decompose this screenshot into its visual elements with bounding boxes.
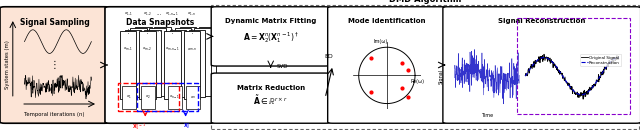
Bar (118, 83, 179, 110)
Original Signal (540, 53, 548, 55)
Bar (184, 31, 200, 99)
Bar (125, 30, 141, 97)
FancyBboxPatch shape (211, 73, 330, 123)
Original Signal (601, 68, 609, 70)
Reconstruction (522, 75, 529, 77)
Text: Temporal iterations (n): Temporal iterations (n) (24, 112, 85, 117)
Bar (130, 28, 147, 96)
Bar (137, 83, 198, 110)
Text: $x_{n-1}$: $x_{n-1}$ (169, 94, 180, 101)
Bar (186, 86, 200, 109)
Text: $x_{m,n}$: $x_{m,n}$ (187, 46, 197, 53)
Bar (517, 18, 630, 114)
Reconstruction (577, 94, 584, 95)
Text: ···: ··· (157, 12, 162, 17)
Bar (194, 28, 211, 96)
Text: Im(ω): Im(ω) (374, 39, 388, 44)
Text: $x_{m,2}$: $x_{m,2}$ (142, 46, 152, 53)
Text: System states (m): System states (m) (5, 41, 10, 89)
Original Signal (577, 93, 585, 95)
FancyBboxPatch shape (211, 7, 330, 66)
Text: Dynamic Matrix Fitting: Dynamic Matrix Fitting (225, 18, 316, 24)
Reconstruction (579, 94, 587, 95)
Bar (144, 30, 161, 97)
FancyBboxPatch shape (0, 7, 109, 123)
Bar (189, 30, 205, 97)
Text: $x_2$: $x_2$ (145, 94, 151, 101)
Legend: Original Signal, Reconstruction: Original Signal, Reconstruction (580, 54, 621, 66)
Reconstruction (600, 69, 608, 70)
Text: $x_{m,1}$: $x_{m,1}$ (123, 46, 133, 53)
Text: Time: Time (481, 113, 493, 118)
Line: Reconstruction: Reconstruction (525, 57, 619, 95)
Text: Mode Identification: Mode Identification (348, 18, 426, 24)
Text: ⋮: ⋮ (50, 60, 60, 70)
Bar (122, 86, 136, 109)
Text: $\mathbf{A} = \mathbf{X}_2^n(\mathbf{X}_1^{n-1})^\dagger$: $\mathbf{A} = \mathbf{X}_2^n(\mathbf{X}_… (243, 30, 299, 45)
Reconstruction (577, 94, 585, 96)
Text: $x_n$: $x_n$ (189, 94, 196, 101)
Text: $\mathbf{X}_2^n$: $\mathbf{X}_2^n$ (183, 121, 191, 130)
Text: $\tilde{\mathbf{A}} \in \mathbb{R}^{r \times r}$: $\tilde{\mathbf{A}} \in \mathbb{R}^{r \t… (253, 94, 288, 107)
Text: ⋮: ⋮ (145, 29, 150, 34)
Text: Signal Reconstruction: Signal Reconstruction (498, 18, 586, 24)
Reconstruction (615, 57, 623, 58)
Original Signal (522, 75, 529, 76)
Bar (139, 31, 156, 99)
Text: ···: ··· (157, 29, 162, 34)
Bar (170, 30, 186, 97)
Text: $x_{1,n}$: $x_{1,n}$ (188, 11, 196, 18)
Original Signal (579, 95, 587, 96)
FancyBboxPatch shape (443, 7, 640, 123)
Bar (135, 27, 152, 94)
Bar (164, 31, 181, 99)
Text: ⋮: ⋮ (189, 29, 195, 34)
Text: Signal: Signal (438, 69, 444, 84)
Text: $x_{m,n-1}$: $x_{m,n-1}$ (164, 46, 180, 53)
Text: ⋮: ⋮ (125, 29, 131, 34)
Bar (199, 27, 216, 94)
FancyBboxPatch shape (328, 7, 447, 123)
Original Signal (579, 98, 587, 100)
Text: $x_{1,2}$: $x_{1,2}$ (143, 11, 152, 18)
Bar (180, 27, 196, 94)
Line: Original Signal: Original Signal (525, 54, 619, 99)
Bar (175, 28, 191, 96)
Text: ⋮: ⋮ (170, 29, 175, 34)
Text: ED: ED (324, 54, 333, 58)
Original Signal (577, 92, 585, 93)
Text: $\mathbf{X}_1^{n-1}$: $\mathbf{X}_1^{n-1}$ (132, 121, 146, 130)
Bar (168, 86, 182, 109)
Original Signal (522, 75, 529, 76)
Text: Re(ω): Re(ω) (411, 79, 425, 84)
Text: DMD Algorithm: DMD Algorithm (388, 0, 461, 4)
Text: SVD: SVD (277, 64, 289, 69)
Text: $x_{1,1}$: $x_{1,1}$ (124, 11, 132, 18)
Text: $x_{1,n-1}$: $x_{1,n-1}$ (165, 11, 179, 18)
Text: Data Snapshots: Data Snapshots (125, 18, 194, 27)
Text: Signal Sampling: Signal Sampling (20, 18, 90, 27)
Original Signal (607, 61, 614, 62)
Text: $x_1$: $x_1$ (125, 94, 132, 101)
Reconstruction (577, 94, 585, 96)
Bar (149, 28, 166, 96)
Reconstruction (522, 75, 529, 76)
Reconstruction (607, 61, 614, 63)
Bar (120, 31, 136, 99)
FancyBboxPatch shape (105, 7, 214, 123)
Original Signal (615, 58, 623, 60)
Bar (154, 27, 171, 94)
Bar (141, 86, 155, 109)
Text: Matrix Reduction: Matrix Reduction (237, 84, 305, 90)
